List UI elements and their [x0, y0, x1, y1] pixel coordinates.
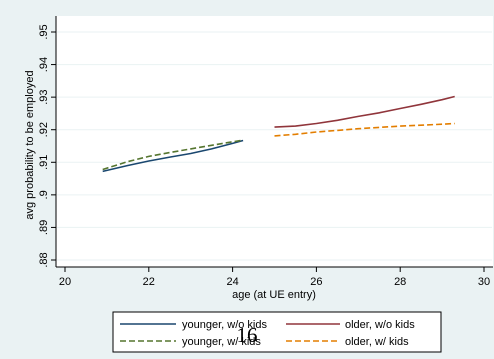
legend-label: older, w/ kids	[345, 336, 409, 348]
y-tick-label: .91	[38, 155, 50, 170]
x-tick-label: 20	[59, 276, 71, 288]
x-tick-label: 24	[226, 276, 238, 288]
series-lines	[102, 95, 455, 173]
x-tick-label: 30	[478, 276, 490, 288]
legend-box	[112, 311, 442, 353]
legend-label: younger, w/ kids	[182, 336, 261, 348]
legend-label: older, w/o kids	[345, 319, 415, 331]
y-ticks: .88 .89 .9 .91 .92 .93 .94 .95	[38, 24, 56, 268]
series-line-2	[274, 95, 455, 128]
y-tick-label: .94	[38, 57, 50, 72]
series-line-1	[102, 139, 244, 173]
x-tick-label: 28	[394, 276, 406, 288]
y-tick-label: .88	[38, 252, 50, 267]
y-tick-label: .93	[38, 89, 50, 104]
legend: younger, w/o kids older, w/o kids younger,…	[120, 319, 415, 348]
plot-area	[56, 16, 493, 267]
x-ticks: 20 22 24 26 28 30	[59, 267, 490, 288]
x-tick-label: 26	[310, 276, 322, 288]
y-tick-label: .89	[38, 220, 50, 235]
y-tick-label: .95	[38, 24, 50, 39]
y-tick-label: .92	[38, 122, 50, 137]
series-line-3	[102, 139, 244, 171]
series-line-4	[274, 122, 455, 137]
x-axis-label: age (at UE entry)	[232, 289, 316, 301]
legend-label: younger, w/o kids	[182, 319, 267, 331]
y-tick-label: .9	[38, 190, 50, 199]
x-tick-label: 22	[143, 276, 155, 288]
y-axis-label: avg probability to be employed	[24, 70, 36, 219]
gridlines	[57, 31, 492, 261]
